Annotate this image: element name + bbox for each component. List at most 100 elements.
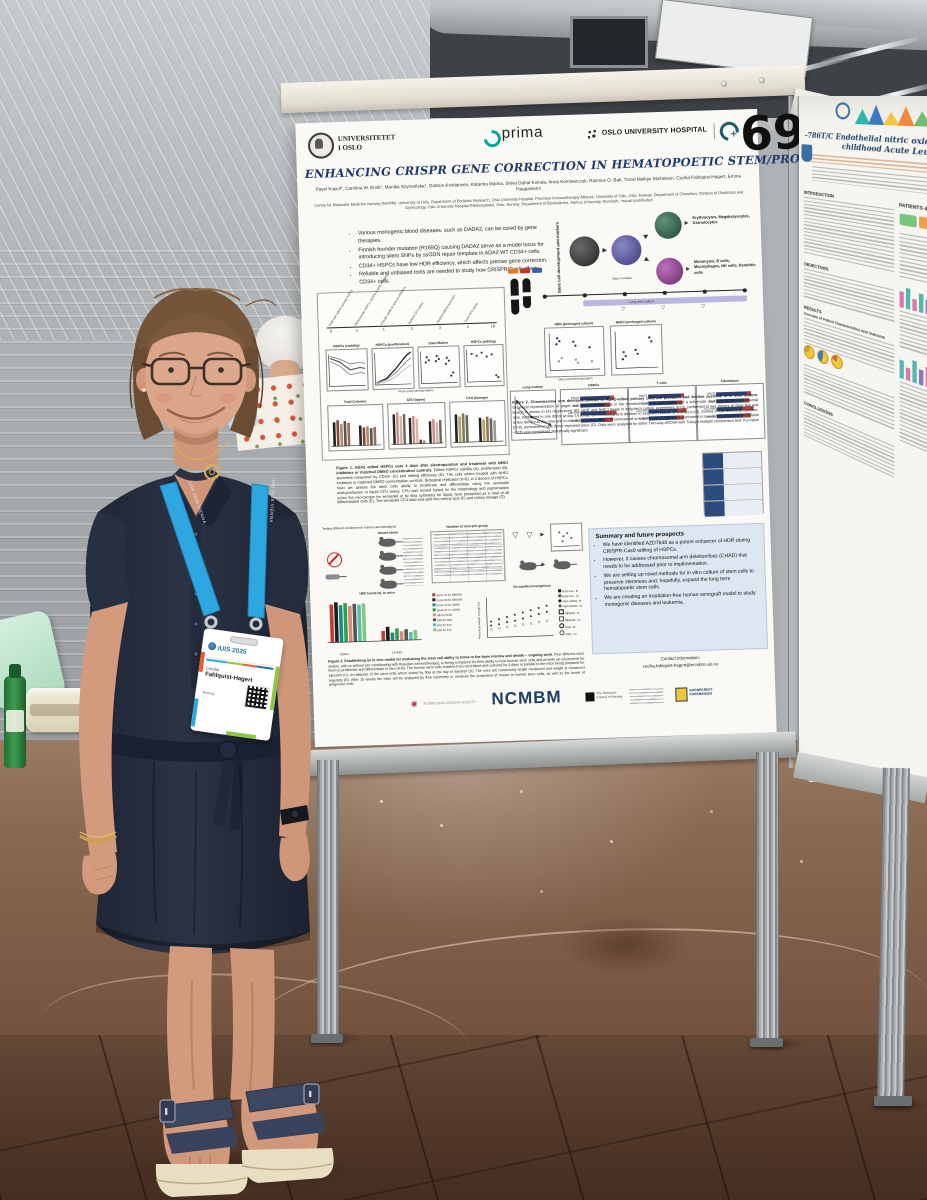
weight-panel: No significant weightloss Percentual wei… [476, 583, 586, 652]
floor-tiles [0, 1035, 927, 1200]
mouse-icon [378, 552, 397, 561]
figure2-panel-hdr: HDR (prolonged culture) Days post electr… [543, 321, 606, 381]
mouse-icon [378, 538, 396, 548]
figure2-panel-nhej: NHEJ (prolonged culture) [609, 319, 664, 376]
summary-bullet: We are setting up novel methods for in v… [604, 568, 760, 593]
figure1-panel-c: Stem Marker [417, 341, 461, 389]
right-poster-right-column: PATIENTS & METHODS [899, 195, 927, 535]
mouse-icon [379, 566, 397, 575]
board-leg [877, 767, 910, 1101]
right-poster-left-column: INTRODUCTION OBJECTIVES RESULTS Overview… [803, 183, 894, 478]
weight-legend: NSG-F10 - B NSG-F10 - no NSG-SGM3 - B NS… [558, 588, 590, 637]
figure1-box: Thaw and culture activate HSPCs Electrop… [316, 272, 510, 461]
uio-name-line1: UNIVERSITETET [337, 133, 396, 144]
timeline-node [542, 294, 547, 299]
uio-seal-figure-icon [314, 138, 324, 149]
flow-mini-panel [550, 522, 583, 552]
ceiling-opening [570, 16, 648, 68]
ouh-wordmark: OSLO UNIVERSITY HOSPITAL [601, 126, 708, 137]
timeline-node [662, 290, 667, 295]
timeline-step-label: Analyze editing outcomes [435, 293, 457, 325]
main-poster: UNIVERSITETET I OSLO prima OSLO UNIVERSI… [295, 108, 912, 748]
pie-icon [817, 348, 829, 366]
green-bottle [4, 664, 26, 768]
long-culture-lines [514, 396, 553, 434]
chromosome-icon [510, 278, 520, 315]
person-neck [174, 426, 218, 470]
figure1-panel-d: HSPCs (editing) [463, 339, 505, 388]
hsc-bar-chart: HSC levels inj. to mice CD34+ LT-HSC [324, 589, 432, 656]
ncmbm-logo: NCMBM [491, 687, 562, 709]
timeline-tick: 3 [438, 325, 441, 331]
arrow-icon: ▶ [602, 247, 608, 254]
mpp-cell-icon [610, 234, 642, 266]
glasses [141, 357, 252, 386]
panel-title: HSPCs (editing) [470, 339, 496, 345]
person-face [136, 314, 256, 437]
panel-title: HDR (prolonged culture) [554, 321, 593, 327]
assay-chip-blue [531, 267, 543, 274]
figure2-timeline: Long term culture Days in culture ▽ ▽ ▽ [542, 276, 754, 316]
floor-specks [380, 800, 383, 803]
xaxis-label: Days post electroporation [558, 376, 593, 382]
board-leg [756, 752, 779, 1042]
method-chip-icon [899, 213, 917, 228]
pie-icon [831, 352, 843, 371]
lanyard [159, 481, 269, 631]
arrow-icon: ▶ [643, 232, 651, 241]
mouse-strain-names [402, 537, 424, 587]
figure1-timeline: Thaw and culture activate HSPCs Electrop… [326, 272, 501, 335]
figure1-panel-e: Total Colonies [327, 399, 385, 452]
panel-title: CFU (types) [406, 397, 426, 403]
summary-box: Summary and future prospects We have ide… [588, 522, 769, 655]
badge-country: Norway [202, 690, 215, 696]
editing-scatter [466, 350, 502, 383]
arrow-icon: ▶ [684, 220, 689, 227]
timeline-node [622, 291, 627, 296]
figure1-panel-f: CFU (types) [387, 397, 447, 450]
panel-title: Long Culture [522, 384, 544, 390]
mouse-icon [553, 560, 571, 570]
panel-title: NHEJ (prolonged culture) [615, 319, 656, 325]
flask-icon: ▽ [701, 303, 706, 310]
sandals [155, 1081, 334, 1197]
band-label: Long term culture [629, 298, 654, 304]
badge-event: IUIS 2025 [217, 645, 247, 656]
necklace [171, 439, 231, 480]
screw-icon [758, 77, 765, 84]
barnekreft-label: BARNEKREFT FORENINGEN [689, 687, 713, 697]
stem-marker-scatter [420, 351, 458, 384]
screw-icon [720, 80, 728, 87]
mice-table-values [433, 532, 503, 579]
timeline-tick: 4 [466, 325, 469, 330]
hsc-legend: Donor 40 for NBSGW Donor 83 for NBSGW Do… [432, 592, 477, 634]
figure1-caption: Figure 1. ADA2 edited HSPCs over 4 days … [336, 461, 509, 506]
food-tub [26, 688, 88, 732]
total-colonies-bars [331, 420, 382, 447]
flask-icon: ▽ [512, 530, 519, 540]
pie-icon [803, 343, 815, 361]
nhej-scatter [614, 331, 659, 369]
banner-triangle-icon [913, 111, 927, 127]
timeline-tick: 18 [490, 324, 495, 329]
institution-shield-icon [801, 144, 813, 163]
hsc-cell-icon [569, 235, 600, 267]
person-figure [78, 288, 334, 1197]
badge-qr-code [243, 684, 270, 711]
panel-title: Stem Marker [428, 340, 449, 346]
banner-logo-icon [835, 102, 851, 120]
myeloid-progenitor-icon [654, 211, 683, 240]
proliferation-line-chart [374, 351, 412, 386]
floor-stain [560, 915, 690, 975]
cancer-society-star-icon: ✷ [409, 698, 420, 712]
figure1-panel-g: CFU (lineage) [449, 396, 507, 448]
board-leg-foot [874, 1096, 912, 1106]
credits-text [629, 688, 664, 706]
timeline-step-label: Perform CFU assay [407, 301, 425, 325]
figure1-panel-a: HSPCs (viability) [325, 344, 369, 392]
timeline-tick: 1 [382, 327, 385, 332]
badge-last-name: Fahlquist-Hagert [204, 671, 253, 685]
ouh-logo: OSLO UNIVERSITY HOSPITAL + [587, 117, 753, 148]
logo-divider [713, 123, 716, 140]
